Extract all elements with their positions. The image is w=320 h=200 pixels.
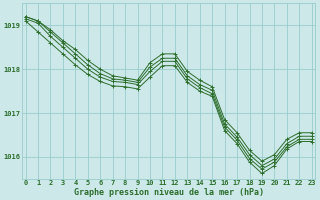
X-axis label: Graphe pression niveau de la mer (hPa): Graphe pression niveau de la mer (hPa) (74, 188, 264, 197)
